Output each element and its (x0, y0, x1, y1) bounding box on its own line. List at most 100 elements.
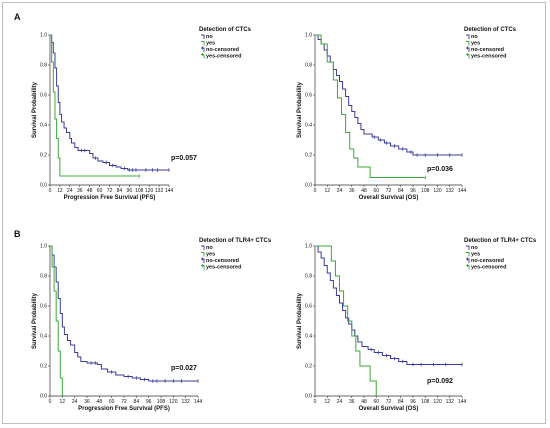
km-curve-yes (50, 34, 140, 177)
x-tick-label: 144 (458, 399, 467, 405)
legend-label: yes-censored (206, 265, 241, 271)
x-tick-label: 84 (398, 188, 404, 194)
x-tick-label: 12 (324, 188, 330, 194)
x-tick-label: 108 (421, 188, 430, 194)
y-tick-label: 0.0 (40, 394, 47, 400)
y-axis-label: Survival Probability (32, 81, 38, 138)
km-curve-no (50, 34, 169, 171)
chart-title: Detection of CTCs (199, 27, 252, 33)
legend-label: yes (206, 41, 215, 47)
x-tick-label: 120 (145, 188, 154, 194)
x-tick-label: 96 (410, 188, 416, 194)
y-tick-label: 0.6 (40, 304, 47, 310)
y-tick-label: 0.8 (40, 274, 47, 280)
x-tick-label: 132 (155, 188, 164, 194)
x-tick-label: 108 (135, 188, 144, 194)
y-tick-label: 0.2 (40, 153, 47, 159)
x-tick-label: 120 (169, 399, 178, 405)
x-tick-label: 108 (421, 399, 430, 405)
x-tick-label: 72 (386, 188, 392, 194)
km-curve-no (315, 245, 462, 365)
y-tick-label: 0.6 (305, 93, 312, 99)
legend-label: yes-censored (471, 54, 506, 60)
x-tick-label: 96 (146, 399, 152, 405)
p-value-label: p=0.057 (171, 155, 197, 162)
legend-swatch (466, 265, 470, 270)
y-tick-label: 1.0 (40, 244, 47, 250)
km-curve-yes (315, 245, 377, 396)
x-tick-label: 48 (97, 399, 103, 405)
x-tick-label: 96 (410, 399, 416, 405)
legend-label: yes (206, 252, 215, 258)
x-tick-label: 24 (72, 399, 78, 405)
x-tick-label: 36 (84, 399, 90, 405)
x-tick-label: 24 (337, 188, 343, 194)
x-tick-label: 36 (77, 188, 83, 194)
km-chart-1: 0.0 0.2 0.4 0.6 0.8 1.0 0 12 24 36 48 60 72 84 96 108 12… (32, 27, 252, 201)
x-tick-label: 0 (314, 188, 317, 194)
legend-label: no-censored (471, 47, 504, 53)
x-tick-label: 36 (349, 399, 355, 405)
legend-swatch (201, 252, 205, 257)
y-tick-label: 0.4 (40, 123, 47, 129)
y-tick-label: 0.4 (305, 334, 312, 340)
legend-label: yes (471, 41, 480, 47)
chart-title: Detection of CTCs (464, 27, 517, 33)
x-tick-label: 60 (109, 399, 115, 405)
legend-swatch (201, 47, 205, 52)
km-curve-yes (315, 34, 426, 178)
chart-title: Detection of TLR4+ CTCs (464, 238, 537, 244)
legend-label: no (471, 34, 478, 40)
x-tick-label: 132 (446, 399, 455, 405)
legend-swatch (466, 34, 470, 39)
x-tick-label: 84 (398, 399, 404, 405)
x-axis-label: Overall Survival (OS) (359, 406, 419, 412)
legend-label: yes-censored (206, 54, 241, 60)
x-tick-label: 48 (361, 188, 367, 194)
km-curve-yes (50, 245, 63, 396)
x-tick-label: 36 (349, 188, 355, 194)
x-tick-label: 120 (433, 188, 442, 194)
y-tick-label: 1.0 (40, 33, 47, 39)
legend-label: yes-censored (471, 265, 506, 271)
x-tick-label: 108 (157, 399, 166, 405)
km-chart-3: 0.0 0.2 0.4 0.6 0.8 1.0 0 12 24 36 48 60 72 84 96 108 12… (32, 238, 272, 412)
legend-label: no-censored (206, 47, 239, 53)
p-value-label: p=0.027 (171, 365, 197, 372)
x-tick-label: 72 (386, 399, 392, 405)
y-tick-label: 0.8 (40, 63, 47, 69)
legend-label: no (206, 245, 213, 251)
y-tick-label: 0.2 (40, 364, 47, 370)
legend-swatch (466, 245, 470, 250)
y-tick-label: 0.8 (305, 63, 312, 69)
legend-label: no (471, 245, 478, 251)
legend-label: no-censored (471, 258, 504, 264)
legend-swatch (466, 54, 470, 59)
figure-frame (2, 2, 546, 424)
legend-swatch (466, 258, 470, 263)
y-tick-label: 1.0 (305, 33, 312, 39)
x-axis-label: Progression Free Survival (PFS) (78, 406, 170, 412)
x-tick-label: 24 (67, 188, 73, 194)
y-axis-label: Survival Probability (32, 292, 38, 349)
x-tick-label: 72 (121, 399, 127, 405)
x-tick-label: 12 (60, 399, 66, 405)
x-tick-label: 96 (127, 188, 133, 194)
p-value-label: p=0.092 (427, 378, 453, 385)
y-axis-label: Survival Probability (297, 81, 303, 138)
x-tick-label: 48 (87, 188, 93, 194)
x-axis-label: Progression Free Survival (PFS) (64, 195, 156, 201)
y-tick-label: 1.0 (305, 244, 312, 250)
x-tick-label: 12 (324, 399, 330, 405)
legend-label: no-censored (206, 258, 239, 264)
x-tick-label: 84 (117, 188, 123, 194)
x-tick-label: 0 (49, 399, 52, 405)
panel-letter-b: B (14, 229, 21, 239)
x-tick-label: 24 (337, 399, 343, 405)
legend-swatch (201, 41, 205, 46)
legend-swatch (201, 245, 205, 250)
p-value-label: p=0.036 (427, 166, 453, 173)
y-tick-label: 0.6 (40, 93, 47, 99)
x-tick-label: 12 (57, 188, 63, 194)
legend-swatch (466, 252, 470, 257)
